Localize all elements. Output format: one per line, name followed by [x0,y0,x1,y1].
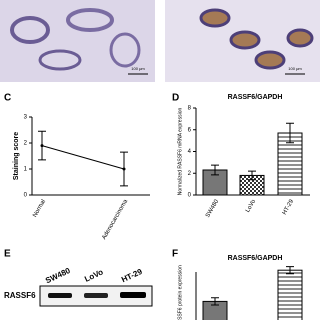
x-tick-label: SW480 [205,198,220,219]
lane-label: SW480 [44,266,72,285]
error-bar [286,122,294,144]
point [122,167,126,171]
panel-label: C [4,93,11,104]
y-tick-label: 4 [188,149,192,155]
scale-bar-label: 100 μm [288,66,302,71]
x-tick-label: Adenocarcinoma [101,198,129,241]
lane-label: HT-29 [120,267,144,285]
bar [277,132,303,196]
error-bar [286,266,294,275]
y-tick-label: 6 [188,127,192,133]
x-tick-label: LoVo [245,198,257,213]
y-tick-label: 1 [24,167,28,173]
protein-label: RASSF6 [4,291,36,300]
micrograph: 100 μm [165,0,320,82]
error-bar [211,164,219,176]
panel-label: D [172,93,179,104]
y-tick-label: 2 [24,141,28,147]
y-tick-label: 0 [188,193,192,199]
point [40,144,44,148]
y-axis-label: Staining score [13,132,20,180]
error-bar [248,170,256,181]
error-bar [211,297,219,306]
panel-label: E [4,249,11,260]
y-axis-label: Normalized RASSF6 mRNA expression [177,108,183,196]
bar [277,269,303,325]
scale-bar-label: 100 μm [131,66,145,71]
western-blot: E RASSF6 [4,249,153,307]
line [41,145,125,170]
micrograph: 100 μm [0,0,155,82]
y-tick-label: 0 [24,193,28,199]
y-axis-label: RASSF6 protein expression [177,265,183,320]
chart-title: RASSF6/GAPDH [228,255,283,262]
lane-label: LoVo [83,267,104,283]
y-tick-label: 3 [24,115,28,121]
panel-label: F [172,249,178,260]
chart-title: RASSF6/GAPDH [228,94,283,101]
x-tick-label: Normal [32,199,47,219]
x-tick-label: HT-29 [282,198,296,216]
y-tick-label: 2 [188,171,192,177]
y-tick-label: 8 [188,106,192,112]
